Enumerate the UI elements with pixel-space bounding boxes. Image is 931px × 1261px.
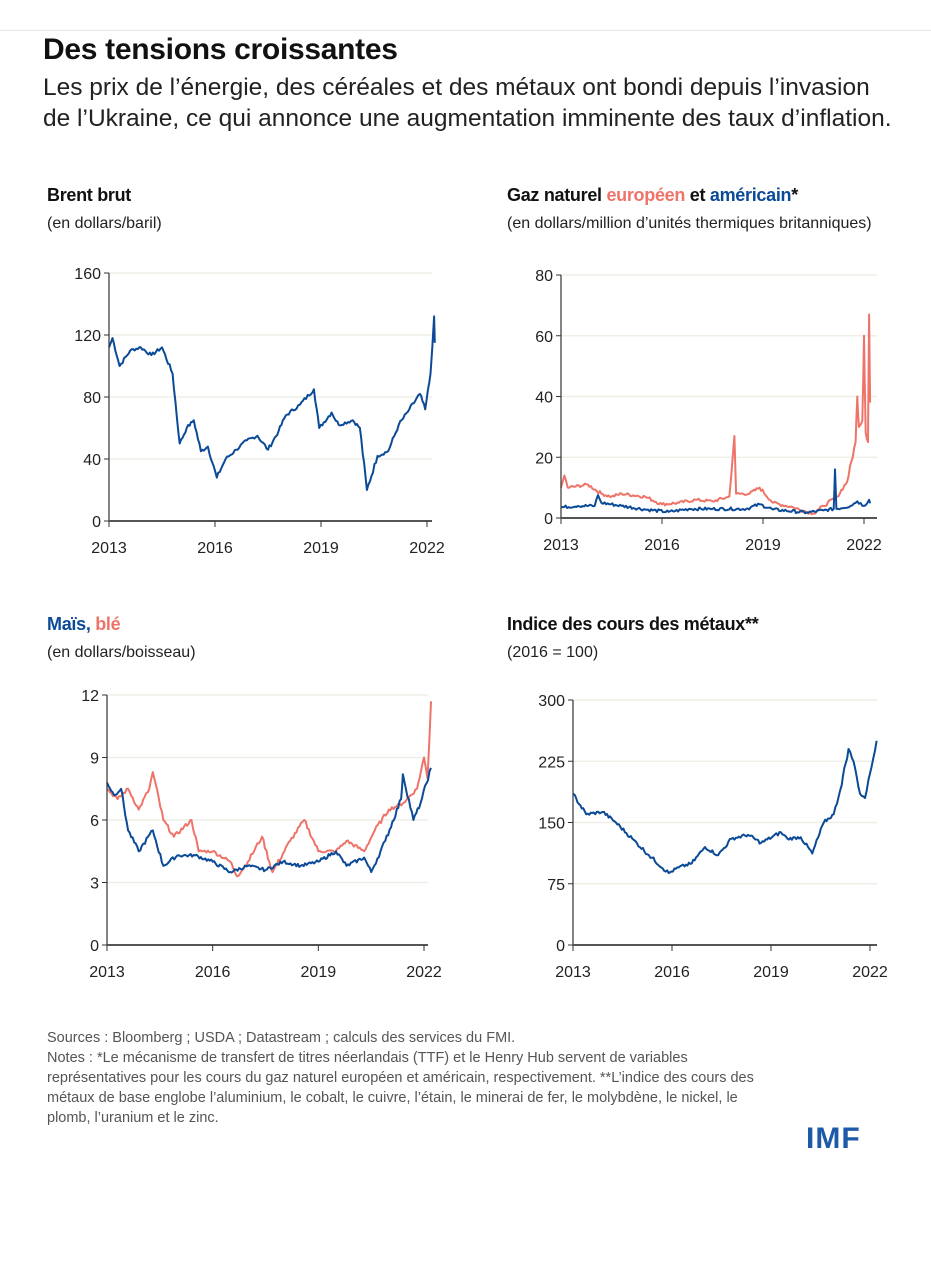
x-tick-label: 2016: [195, 964, 231, 981]
y-tick-label: 80: [83, 390, 101, 407]
chart-brent: 0 40 80 120 160 2013 2016 2019 2022: [74, 266, 445, 557]
chart-title-brent: Brent brut: [47, 185, 131, 205]
x-tick-label: 2013: [555, 964, 591, 981]
y-tick-label: 0: [556, 938, 565, 955]
x-tick-label: 2022: [852, 964, 888, 981]
page-title: Des tensions croissantes: [43, 33, 398, 66]
legend-wheat: blé: [95, 614, 121, 634]
legend-corn: Maïs: [47, 614, 86, 634]
series-line-américain: [560, 468, 872, 515]
sources-text: Sources : Bloomberg ; USDA ; Datastream …: [47, 1030, 516, 1046]
notes: Sources : Bloomberg ; USDA ; Datastream …: [47, 1028, 767, 1128]
chart-unit-gas: (en dollars/million d’unités thermiques …: [507, 215, 872, 232]
chart-unit-grains: (en dollars/boisseau): [47, 644, 196, 661]
chart-unit-brent: (en dollars/baril): [47, 215, 162, 232]
x-tick-label: 2022: [406, 964, 442, 981]
page-subtitle: Les prix de l’énergie, des céréales et d…: [43, 74, 892, 132]
x-tick-label: 2019: [303, 540, 339, 557]
y-tick-label: 40: [83, 452, 101, 469]
y-tick-label: 80: [535, 268, 553, 285]
x-tick-label: 2013: [89, 964, 125, 981]
notes-text: Notes : *Le mécanisme de transfert de ti…: [47, 1050, 754, 1126]
x-tick-label: 2016: [654, 964, 690, 981]
series-line-Maïs: [106, 767, 432, 874]
x-tick-label: 2019: [301, 964, 337, 981]
chart-title-gas: Gaz naturel européen et américain*: [507, 185, 798, 206]
x-tick-label: 2019: [753, 964, 789, 981]
x-tick-label: 2016: [644, 537, 680, 554]
legend-american: américain: [709, 185, 792, 205]
title-part: *: [791, 185, 798, 205]
y-tick-label: 60: [535, 329, 553, 346]
y-tick-label: 40: [535, 390, 553, 407]
x-tick-label: 2022: [846, 537, 882, 554]
x-tick-label: 2013: [91, 540, 127, 557]
x-tick-label: 2013: [543, 537, 579, 554]
x-tick-label: 2016: [197, 540, 233, 557]
y-tick-label: 9: [90, 751, 99, 768]
y-tick-label: 75: [547, 877, 565, 894]
series-line: [572, 740, 878, 875]
y-tick-label: 12: [81, 688, 99, 705]
chart-title-metals: Indice des cours des métaux**: [507, 614, 759, 634]
y-tick-label: 0: [90, 938, 99, 955]
y-tick-label: 120: [74, 328, 101, 345]
title-part: et: [685, 185, 710, 205]
divider: [0, 30, 931, 31]
y-tick-label: 300: [538, 693, 565, 710]
title-part: ,: [85, 614, 96, 634]
series-line: [108, 315, 436, 491]
x-tick-label: 2019: [745, 537, 781, 554]
y-tick-label: 150: [538, 816, 565, 833]
y-tick-label: 3: [90, 876, 99, 893]
y-tick-label: 20: [535, 450, 553, 467]
chart-unit-metals: (2016 = 100): [507, 644, 599, 661]
y-tick-label: 225: [538, 754, 565, 771]
y-tick-label: 0: [544, 511, 553, 528]
series-line-européen: [560, 313, 872, 516]
y-tick-label: 0: [92, 514, 101, 531]
x-tick-label: 2022: [409, 540, 445, 557]
imf-logo: IMF: [806, 1122, 861, 1155]
series-line-blé: [106, 701, 432, 878]
title-part: Gaz naturel: [507, 185, 607, 205]
legend-european: européen: [606, 185, 686, 205]
y-tick-label: 160: [74, 266, 101, 283]
chart-title-grains: Maïs, blé: [47, 614, 121, 635]
chart-metals: 0 75 150 225 300 2013 2016 2019 2022: [538, 693, 888, 981]
y-tick-label: 6: [90, 813, 99, 830]
chart-gas: 0 20 40 60 80 2013 2016 2019 2022: [535, 268, 882, 554]
chart-grains: 0 3 6 9 12 2013 2016 2019 2022: [81, 688, 442, 981]
